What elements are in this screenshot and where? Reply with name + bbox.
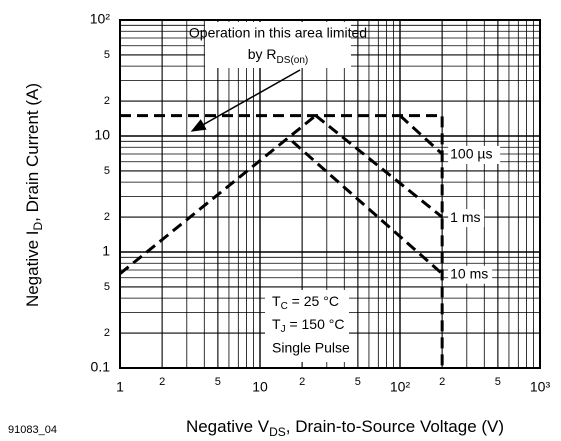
- x-tick-label: 2: [439, 376, 445, 388]
- y-tick-label: 10: [94, 127, 110, 143]
- series-label: 1 ms: [450, 209, 480, 225]
- x-tick-label: 5: [215, 376, 221, 388]
- y-tick-label: 0.1: [91, 359, 111, 375]
- y-tick-label: 2: [104, 211, 110, 223]
- x-tick-label: 10³: [530, 379, 551, 395]
- annotation: Operation in this area limited: [189, 25, 367, 41]
- y-tick-label: 5: [104, 49, 110, 61]
- x-tick-label: 10: [252, 379, 268, 395]
- condition: TC = 25 °C: [272, 293, 339, 312]
- annotation: by RDS(on): [248, 46, 308, 66]
- annotation-box: [205, 22, 351, 68]
- y-tick-label: 2: [104, 95, 110, 107]
- y-tick-label: 10²: [90, 11, 111, 27]
- condition: Single Pulse: [272, 340, 350, 356]
- x-tick-label: 1: [116, 379, 124, 395]
- y-axis-label: Negative ID, Drain Current (A): [23, 83, 45, 307]
- series-line: [398, 114, 444, 156]
- condition: TJ = 150 °C: [272, 316, 344, 335]
- series-label: 100 µs: [450, 146, 492, 162]
- series-label-box: [448, 145, 501, 164]
- x-tick-label: 5: [355, 376, 361, 388]
- series-line: [314, 114, 444, 219]
- x-tick-label: 2: [159, 376, 165, 388]
- y-tick-label: 2: [104, 327, 110, 339]
- series-label-box: [448, 265, 493, 284]
- arrow: [190, 69, 301, 132]
- x-tick-label: 5: [495, 376, 501, 388]
- plot-frame: [119, 19, 541, 369]
- series-line: [291, 140, 444, 275]
- series-line: [119, 114, 317, 275]
- x-tick-label: 10²: [390, 379, 411, 395]
- conditions-box: [265, 290, 349, 362]
- y-tick-label: 5: [104, 281, 110, 293]
- y-tick-label: 1: [102, 243, 110, 259]
- figure-id: 91083_04: [8, 424, 57, 436]
- x-axis-label: Negative VDS, Drain-to-Source Voltage (V…: [186, 417, 504, 439]
- series-label: 10 ms: [450, 265, 488, 281]
- x-tick-label: 2: [299, 376, 305, 388]
- y-tick-label: 5: [104, 165, 110, 177]
- series-label-box: [448, 209, 485, 228]
- series-line: [120, 114, 444, 368]
